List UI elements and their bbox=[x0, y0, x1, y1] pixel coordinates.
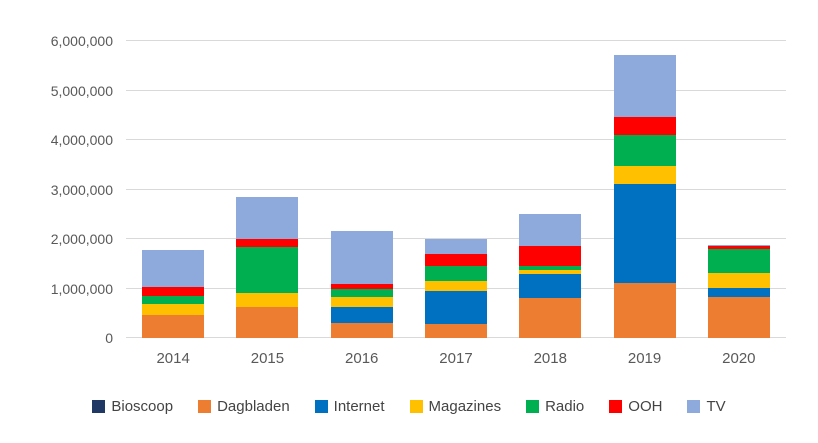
bar-segment-internet-2018 bbox=[519, 274, 582, 298]
bar-segment-tv-2017 bbox=[424, 239, 487, 255]
x-axis-label-2020: 2020 bbox=[722, 350, 756, 367]
bar-segment-tv-2018 bbox=[519, 213, 582, 246]
legend-item-magazines: Magazines bbox=[409, 398, 502, 415]
bar-2015 bbox=[236, 41, 299, 338]
bar-segment-dagbladen-2018 bbox=[519, 297, 582, 338]
legend-swatch-icon bbox=[198, 400, 212, 413]
bar-segment-radio-2015 bbox=[236, 246, 299, 293]
y-axis-tick-label: 5,000,000 bbox=[50, 82, 113, 99]
bar-segment-tv-2020 bbox=[707, 244, 770, 247]
gridline bbox=[126, 139, 786, 140]
bar-segment-dagbladen-2015 bbox=[236, 306, 299, 338]
legend-label: OOH bbox=[628, 398, 663, 415]
legend-item-radio: Radio bbox=[526, 398, 584, 415]
bar-segment-radio-2019 bbox=[613, 135, 676, 167]
x-axis-label-2014: 2014 bbox=[156, 350, 190, 367]
gridline bbox=[126, 238, 786, 239]
x-axis-label-2018: 2018 bbox=[533, 350, 567, 367]
bar-segment-magazines-2019 bbox=[613, 166, 676, 185]
y-axis-tick-label: 6,000,000 bbox=[50, 33, 113, 49]
bar-segment-magazines-2018 bbox=[519, 270, 582, 275]
y-axis-tick-label: 0 bbox=[105, 330, 113, 346]
legend-item-ooh: OOH bbox=[609, 398, 662, 415]
bar-segment-radio-2016 bbox=[330, 288, 393, 298]
bar-segment-tv-2019 bbox=[613, 55, 676, 118]
bar-segment-radio-2018 bbox=[519, 265, 582, 271]
bar-segment-magazines-2020 bbox=[707, 273, 770, 289]
bar-segment-dagbladen-2019 bbox=[613, 283, 676, 338]
bar-segment-dagbladen-2017 bbox=[424, 324, 487, 338]
x-axis-label-2015: 2015 bbox=[250, 350, 285, 367]
bar-segment-magazines-2017 bbox=[424, 281, 487, 291]
legend-swatch-icon bbox=[92, 400, 106, 413]
bar-segment-tv-2014 bbox=[142, 249, 205, 288]
bar-segment-internet-2017 bbox=[424, 290, 487, 325]
legend-swatch-icon bbox=[314, 400, 328, 413]
bar-segment-ooh-2015 bbox=[236, 239, 299, 247]
bar-2019 bbox=[613, 41, 676, 338]
y-axis: 0 1,000,000 2,000,000 3,000,000 4,000,000 5,0… bbox=[0, 0, 113, 443]
y-axis-tick-label: 3,000,000 bbox=[50, 181, 113, 198]
bar-2014 bbox=[142, 41, 205, 338]
bar-segment-internet-2020 bbox=[707, 288, 770, 297]
legend-item-dagbladen: Dagbladen bbox=[198, 398, 290, 415]
legend-item-tv: TV bbox=[687, 398, 726, 415]
plot-area bbox=[126, 40, 786, 338]
bar-2020 bbox=[707, 41, 770, 338]
bar-segment-radio-2020 bbox=[707, 249, 770, 274]
legend-swatch-icon bbox=[409, 400, 423, 413]
gridline bbox=[126, 40, 786, 41]
legend-swatch-icon bbox=[687, 400, 701, 413]
bar-segment-ooh-2014 bbox=[142, 287, 205, 296]
legend-label: Radio bbox=[545, 398, 585, 415]
y-axis-tick-label: 2,000,000 bbox=[50, 231, 113, 247]
legend-label: Internet bbox=[333, 398, 385, 415]
bar-segment-magazines-2014 bbox=[142, 303, 205, 315]
gridline bbox=[126, 188, 786, 190]
x-axis-label-2019: 2019 bbox=[627, 350, 662, 367]
legend-swatch-icon bbox=[609, 400, 623, 413]
bar-segment-dagbladen-2016 bbox=[330, 323, 393, 338]
bar-segment-ooh-2020 bbox=[707, 246, 770, 250]
legend-label: Bioscoop bbox=[111, 398, 174, 415]
bar-2016 bbox=[330, 41, 393, 338]
bar-segment-magazines-2015 bbox=[236, 292, 299, 307]
bar-segment-ooh-2019 bbox=[613, 117, 676, 136]
bar-segment-ooh-2017 bbox=[424, 254, 487, 267]
legend: Bioscoop Dagbladen Internet Magazines Radio O… bbox=[0, 398, 818, 415]
bar-segment-dagbladen-2020 bbox=[707, 296, 770, 338]
y-axis-tick-label: 4,000,000 bbox=[50, 132, 113, 148]
bar-2018 bbox=[519, 41, 582, 338]
bar-segment-internet-2019 bbox=[613, 184, 676, 284]
bar-segment-radio-2017 bbox=[424, 266, 487, 282]
bar-segment-tv-2015 bbox=[236, 196, 299, 240]
bar-segment-ooh-2016 bbox=[330, 283, 393, 289]
legend-label: TV bbox=[706, 398, 726, 415]
bar-segment-internet-2016 bbox=[330, 307, 393, 324]
y-axis-tick-label: 1,000,000 bbox=[50, 280, 113, 297]
legend-item-bioscoop: Bioscoop bbox=[92, 398, 173, 415]
x-axis-label-2016: 2016 bbox=[345, 350, 379, 367]
bar-segment-tv-2016 bbox=[330, 230, 393, 284]
legend-label: Magazines bbox=[428, 398, 502, 415]
legend-label: Dagbladen bbox=[217, 398, 290, 415]
x-axis: 2014 2015 2016 2017 2018 2019 2020 bbox=[126, 350, 786, 367]
legend-swatch-icon bbox=[526, 400, 540, 413]
legend-item-internet: Internet bbox=[314, 398, 385, 415]
bars-row bbox=[126, 41, 786, 338]
bar-segment-radio-2014 bbox=[142, 295, 205, 304]
gridline bbox=[126, 89, 786, 91]
x-axis-label-2017: 2017 bbox=[439, 350, 473, 367]
bar-segment-dagbladen-2014 bbox=[142, 314, 205, 338]
bar-2017 bbox=[424, 41, 487, 338]
bar-segment-magazines-2016 bbox=[330, 297, 393, 308]
bar-segment-ooh-2018 bbox=[519, 245, 582, 266]
